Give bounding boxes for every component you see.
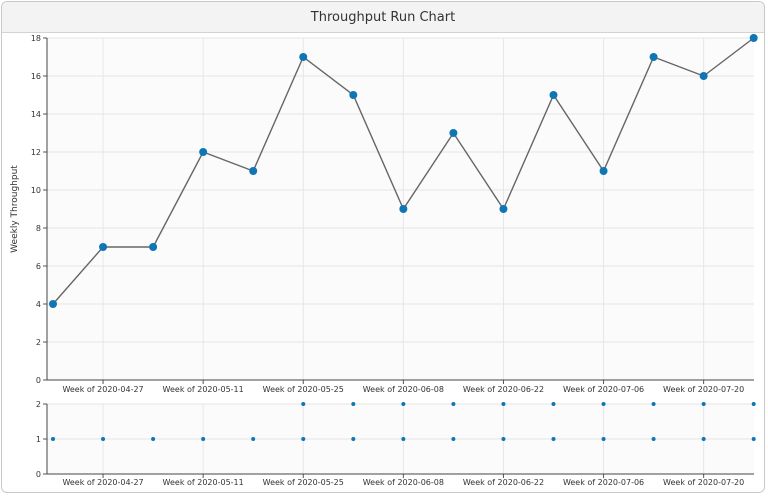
nav-point-level-2 <box>551 402 556 406</box>
throughput-point[interactable] <box>499 205 508 213</box>
nav-point-level-2 <box>751 402 756 406</box>
nav-point-level-1 <box>751 437 756 441</box>
nav-point-level-1 <box>501 437 506 441</box>
throughput-point[interactable] <box>199 148 208 156</box>
main-y-tick-label: 6 <box>36 262 41 271</box>
main-x-tick-label: Week of 2020-04-27 <box>62 385 143 394</box>
main-chart: 0 2 4 6 8 10 12 14 16 18 Week of 2020-04-27 Week of… <box>10 34 758 394</box>
chart-title: Throughput Run Chart <box>2 2 764 33</box>
nav-point-level-2 <box>301 402 306 406</box>
throughput-point[interactable] <box>699 72 708 80</box>
main-x-tick-label: Week of 2020-07-06 <box>563 385 644 394</box>
nav-y-tick-label: 1 <box>36 435 41 444</box>
nav-point-level-2 <box>601 402 606 406</box>
nav-x-tick-label: Week of 2020-04-27 <box>62 478 143 487</box>
nav-point-level-1 <box>601 437 606 441</box>
nav-point-level-2 <box>501 402 506 406</box>
y-axis-label: Weekly Throughput <box>10 165 20 253</box>
throughput-point[interactable] <box>649 53 658 61</box>
main-y-tick-label: 0 <box>36 376 41 385</box>
throughput-point[interactable] <box>549 91 558 99</box>
throughput-point[interactable] <box>49 300 57 308</box>
main-x-tick-label: Week of 2020-06-22 <box>463 385 544 394</box>
main-y-tick-label: 10 <box>31 186 41 195</box>
main-y-tick-label: 14 <box>31 110 41 119</box>
nav-x-tick-label: Week of 2020-05-25 <box>263 478 344 487</box>
main-y-tick-label: 2 <box>36 338 41 347</box>
nav-point-level-1 <box>301 437 306 441</box>
nav-x-tick-label: Week of 2020-05-11 <box>163 478 244 487</box>
nav-point-level-1 <box>251 437 256 441</box>
nav-point-level-1 <box>451 437 456 441</box>
throughput-point[interactable] <box>599 167 608 175</box>
nav-point-level-1 <box>51 437 55 441</box>
nav-point-level-1 <box>701 437 706 441</box>
nav-point-level-1 <box>551 437 556 441</box>
nav-point-level-2 <box>701 402 706 406</box>
nav-x-tick-label: Week of 2020-06-22 <box>463 478 544 487</box>
throughput-point[interactable] <box>99 243 108 251</box>
nav-point-level-2 <box>401 402 406 406</box>
nav-x-tick-label: Week of 2020-07-06 <box>563 478 644 487</box>
main-y-tick-label: 4 <box>36 300 41 309</box>
throughput-point[interactable] <box>299 53 308 61</box>
main-x-tick-label: Week of 2020-06-08 <box>363 385 444 394</box>
main-y-tick-label: 8 <box>36 224 41 233</box>
nav-x-tick-label: Week of 2020-07-20 <box>663 478 744 487</box>
nav-point-level-2 <box>651 402 656 406</box>
main-y-tick-label: 16 <box>31 72 41 81</box>
main-x-tick-label: Week of 2020-07-20 <box>663 385 744 394</box>
navigator-chart: 0 1 2 Week of 2020-04-27 Week of 2020-05-11 W… <box>36 400 756 487</box>
nav-point-level-2 <box>451 402 456 406</box>
nav-point-level-1 <box>651 437 656 441</box>
nav-y-tick-label: 2 <box>36 400 41 409</box>
nav-x-tick-label: Week of 2020-06-08 <box>363 478 444 487</box>
main-y-tick-label: 12 <box>31 148 41 157</box>
nav-point-level-1 <box>101 437 106 441</box>
throughput-point[interactable] <box>349 91 358 99</box>
throughput-point[interactable] <box>399 205 408 213</box>
throughput-point[interactable] <box>749 34 758 42</box>
nav-y-tick-label: 0 <box>36 470 41 479</box>
nav-point-level-1 <box>151 437 156 441</box>
main-y-tick-label: 18 <box>31 34 41 43</box>
nav-point-level-1 <box>401 437 406 441</box>
nav-point-level-1 <box>351 437 356 441</box>
main-x-tick-label: Week of 2020-05-25 <box>263 385 344 394</box>
throughput-point[interactable] <box>149 243 158 251</box>
throughput-point[interactable] <box>249 167 258 175</box>
throughput-point[interactable] <box>449 129 458 137</box>
nav-point-level-2 <box>351 402 356 406</box>
nav-point-level-1 <box>201 437 206 441</box>
main-x-tick-label: Week of 2020-05-11 <box>163 385 244 394</box>
